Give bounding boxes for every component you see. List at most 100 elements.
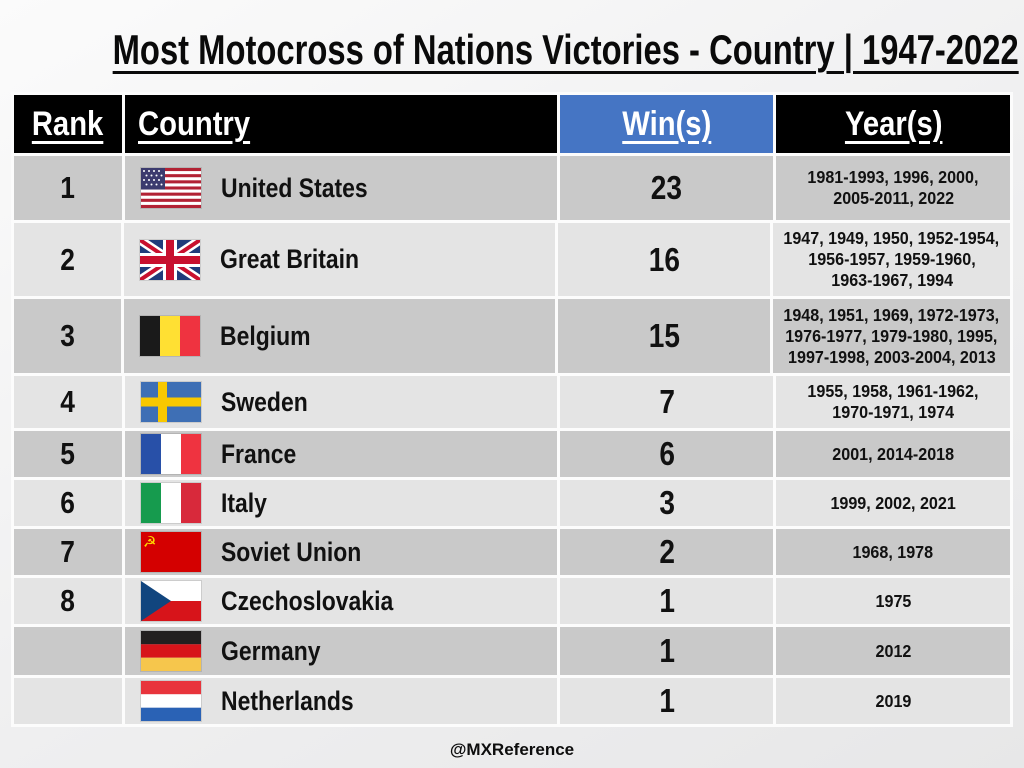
wins-cell: 23 xyxy=(559,156,774,221)
flag-germany-icon xyxy=(140,631,201,672)
flag-italy-icon xyxy=(140,483,201,524)
column-header-years: Year(s) xyxy=(776,95,1010,154)
years-line: 1955, 1958, 1961-1962, xyxy=(807,381,979,402)
wins-value: 3 xyxy=(658,484,675,522)
wins-cell: 1 xyxy=(559,678,774,725)
country-cell: ☭ Soviet Union xyxy=(124,529,557,576)
table-body: 1 United States 23 1981-1993, 1996, 2000, 20… xyxy=(14,156,1010,725)
table-row: 4 Sweden 7 1955, 1958, 1961-1962, 1970-1971,… xyxy=(14,376,1010,429)
years-cell: 1975 xyxy=(776,578,1010,625)
wins-value: 16 xyxy=(648,240,680,278)
table-row: 8 Czechoslovakia 1 1975 xyxy=(14,578,1010,625)
country-name: Italy xyxy=(220,487,267,518)
rank-value: 6 xyxy=(60,485,76,521)
wins-cell: 3 xyxy=(559,480,774,527)
years-cell: 1968, 1978 xyxy=(776,529,1010,576)
country-cell: France xyxy=(124,431,557,478)
wins-cell: 6 xyxy=(559,431,774,478)
rank-value: 7 xyxy=(60,534,76,570)
years-line: 1997-1998, 2003-2004, 2013 xyxy=(787,346,996,367)
country-name: Germany xyxy=(220,635,321,666)
years-line: 1947, 1949, 1950, 1952-1954, xyxy=(783,228,1000,249)
wins-cell: 15 xyxy=(557,299,771,374)
flag-france-icon xyxy=(140,434,201,475)
rank-value: 4 xyxy=(60,384,76,420)
wins-value: 15 xyxy=(648,317,680,355)
page-title: Most Motocross of Nations Victories - Co… xyxy=(112,26,1019,73)
years-line: 2001, 2014-2018 xyxy=(832,443,955,464)
rank-value: 3 xyxy=(60,318,76,354)
country-cell: Belgium xyxy=(124,299,555,374)
victories-table: Rank Country Win(s) Year(s) 1 United Stat… xyxy=(11,92,1013,728)
years-line: 1970-1971, 1974 xyxy=(832,402,955,423)
years-line: 1968, 1978 xyxy=(852,541,934,562)
rank-cell: 1 xyxy=(14,156,122,221)
wins-cell: 1 xyxy=(559,627,774,676)
wins-value: 1 xyxy=(658,632,675,670)
rank-cell: 6 xyxy=(14,480,122,527)
rank-cell: 2 xyxy=(14,223,122,297)
years-line: 1999, 2002, 2021 xyxy=(830,492,956,513)
country-name: Sweden xyxy=(220,386,308,417)
wins-value: 23 xyxy=(651,169,683,207)
years-line: 1981-1993, 1996, 2000, xyxy=(807,167,979,188)
country-cell: United States xyxy=(124,156,557,221)
rank-cell xyxy=(14,678,122,725)
rank-value: 8 xyxy=(60,583,76,619)
country-name: Belgium xyxy=(220,320,311,351)
country-name: United States xyxy=(220,172,368,203)
table-row: 1 United States 23 1981-1993, 1996, 2000, 20… xyxy=(14,156,1010,221)
years-cell: 1948, 1951, 1969, 1972-1973, 1976-1977, 1… xyxy=(773,299,1010,374)
table-row: 2 Great Britain 16 1947, 1949, 1950, 1952-1… xyxy=(14,223,1010,297)
table-row: Netherlands 1 2019 xyxy=(14,678,1010,725)
years-line: 1976-1977, 1979-1980, 1995, xyxy=(785,325,998,346)
wins-cell: 2 xyxy=(559,529,774,576)
wins-cell: 1 xyxy=(559,578,774,625)
years-line: 2019 xyxy=(875,690,912,711)
column-header-wins: Win(s) xyxy=(559,95,774,154)
rank-value: 2 xyxy=(60,241,76,277)
years-cell: 2019 xyxy=(776,678,1010,725)
rank-value: 5 xyxy=(60,436,76,472)
years-cell: 1999, 2002, 2021 xyxy=(776,480,1010,527)
wins-value: 2 xyxy=(658,533,675,571)
table-row: 5 France 6 2001, 2014-2018 xyxy=(14,431,1010,478)
country-cell: Italy xyxy=(124,480,557,527)
flag-netherlands-icon xyxy=(140,681,201,722)
country-name: Czechoslovakia xyxy=(220,585,393,616)
table-header-row: Rank Country Win(s) Year(s) xyxy=(14,95,1010,154)
country-cell: Great Britain xyxy=(124,223,555,297)
country-name: Great Britain xyxy=(220,244,360,275)
flag-belgium-icon xyxy=(140,316,201,357)
rank-cell: 8 xyxy=(14,578,122,625)
table-row: 6 Italy 3 1999, 2002, 2021 xyxy=(14,480,1010,527)
table-row: Germany 1 2012 xyxy=(14,627,1010,676)
years-line: 1963-1967, 1994 xyxy=(830,270,953,291)
wins-value: 1 xyxy=(658,582,675,620)
years-line: 1975 xyxy=(875,590,912,611)
country-name: Netherlands xyxy=(220,685,354,716)
country-cell: Czechoslovakia xyxy=(124,578,557,625)
table-row: 7 ☭ Soviet Union 2 1968, 1978 xyxy=(14,529,1010,576)
flag-great-britain-icon xyxy=(140,239,201,280)
flag-united-states-icon xyxy=(140,168,201,209)
table-row: 3 Belgium 15 1948, 1951, 1969, 1972-1973, 19… xyxy=(14,299,1010,374)
svg-text:☭: ☭ xyxy=(143,533,156,551)
years-cell: 1947, 1949, 1950, 1952-1954, 1956-1957, 1… xyxy=(773,223,1010,297)
years-line: 2012 xyxy=(875,640,912,661)
credit-handle: @MXReference xyxy=(449,740,575,760)
country-name: France xyxy=(220,438,297,469)
country-cell: Germany xyxy=(124,627,557,676)
years-cell: 2001, 2014-2018 xyxy=(776,431,1010,478)
wins-cell: 16 xyxy=(557,223,771,297)
column-header-rank: Rank xyxy=(14,95,122,154)
years-cell: 2012 xyxy=(776,627,1010,676)
wins-value: 6 xyxy=(658,435,675,473)
years-line: 1948, 1951, 1969, 1972-1973, xyxy=(783,304,1000,325)
rank-cell: 3 xyxy=(14,299,122,374)
years-line: 1956-1957, 1959-1960, xyxy=(808,249,976,270)
country-cell: Netherlands xyxy=(124,678,557,725)
wins-value: 1 xyxy=(658,682,675,720)
rank-cell: 7 xyxy=(14,529,122,576)
rank-cell: 4 xyxy=(14,376,122,429)
